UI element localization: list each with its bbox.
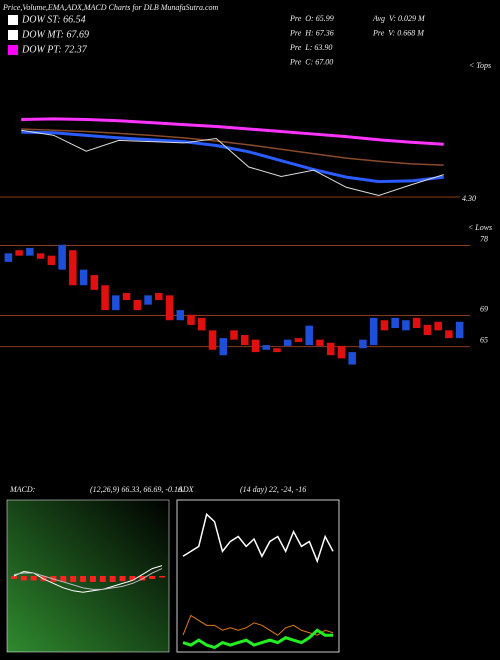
legend-swatch	[8, 30, 18, 40]
stat: Pre C: 67.00	[289, 57, 333, 66]
candle	[176, 310, 185, 321]
candle	[47, 255, 56, 265]
histogram-bar	[149, 576, 156, 579]
candle	[305, 325, 313, 346]
candle	[455, 321, 464, 339]
annotation: 4.30	[462, 194, 476, 203]
candle	[122, 293, 131, 300]
candle	[359, 339, 367, 349]
candle	[69, 250, 77, 286]
candle	[240, 335, 249, 346]
series-line	[182, 628, 334, 650]
panel-title: MACD:	[9, 485, 36, 494]
candle	[15, 250, 23, 256]
candle	[101, 285, 109, 311]
stat: Pre L: 63.90	[289, 43, 332, 52]
candle	[230, 330, 238, 340]
candle	[326, 342, 335, 356]
panel-subtitle: (14 day) 22, -24, -16	[240, 485, 306, 494]
legend-label: DOW ST: 66.54	[21, 14, 86, 25]
candle	[391, 317, 399, 328]
stat: Pre V: 0.668 M	[372, 28, 425, 37]
candle	[26, 247, 34, 256]
histogram-bar	[119, 576, 126, 582]
series-line	[21, 130, 444, 184]
candle	[262, 345, 270, 350]
candle	[112, 295, 120, 311]
candle	[155, 293, 163, 300]
legend-swatch	[8, 15, 18, 25]
y-tick-label: 69	[480, 304, 488, 313]
histogram-bar	[139, 576, 146, 581]
histogram-bar	[80, 576, 87, 582]
candle	[380, 320, 389, 331]
candle	[165, 295, 174, 321]
series-line	[182, 512, 334, 564]
series-line	[13, 568, 163, 590]
series-line	[21, 128, 444, 166]
candle	[90, 275, 99, 290]
series-line	[21, 129, 444, 197]
histogram-bar	[30, 576, 37, 581]
histogram-bar	[129, 576, 136, 581]
candle	[198, 317, 206, 331]
candle	[294, 338, 303, 342]
legend-label: DOW MT: 67.69	[21, 29, 89, 40]
candle	[144, 295, 152, 305]
histogram-bar	[10, 576, 17, 579]
y-tick-label: 78	[480, 234, 488, 243]
histogram-bar	[20, 576, 27, 581]
histogram-bar	[60, 576, 67, 582]
stat: Pre H: 67.36	[289, 28, 334, 37]
candle	[273, 348, 281, 353]
panel-subtitle: (12,26,9) 66.33, 66.69, -0.16	[90, 485, 182, 494]
histogram-bar	[99, 576, 106, 582]
candle	[219, 338, 228, 356]
candle	[423, 324, 432, 335]
panel-title: ADX	[177, 485, 195, 494]
stat: Pre O: 65.99	[289, 14, 334, 23]
annotation: < Lows	[468, 223, 492, 232]
histogram-bar	[109, 576, 116, 582]
series-line	[13, 565, 163, 593]
candle	[283, 339, 292, 346]
candle	[36, 253, 45, 259]
candle	[434, 321, 442, 331]
candle	[208, 330, 217, 350]
candle	[402, 320, 410, 331]
candle	[369, 317, 378, 346]
histogram-bar	[89, 576, 96, 582]
legend-label: DOW PT: 72.37	[21, 44, 88, 55]
y-tick-label: 65	[480, 335, 488, 344]
candle	[251, 339, 260, 353]
candle	[348, 352, 356, 365]
candle	[187, 314, 195, 325]
candle	[445, 330, 453, 339]
annotation: < Tops	[469, 61, 491, 70]
candle	[4, 253, 13, 262]
legend-swatch	[8, 45, 18, 55]
candle	[337, 345, 346, 359]
adx-panel	[176, 499, 340, 653]
candle	[79, 269, 88, 286]
histogram-bar	[70, 576, 77, 582]
candle	[316, 339, 324, 346]
candle	[412, 317, 421, 328]
series-line	[182, 614, 334, 636]
page-title: Price,Volume,EMA,ADX,MACD Charts for DLB…	[2, 3, 219, 12]
series-line	[21, 117, 444, 146]
stat: Avg V: 0.029 M	[372, 14, 426, 23]
candle	[58, 244, 66, 270]
histogram-bar	[159, 576, 166, 578]
candle	[133, 300, 142, 311]
